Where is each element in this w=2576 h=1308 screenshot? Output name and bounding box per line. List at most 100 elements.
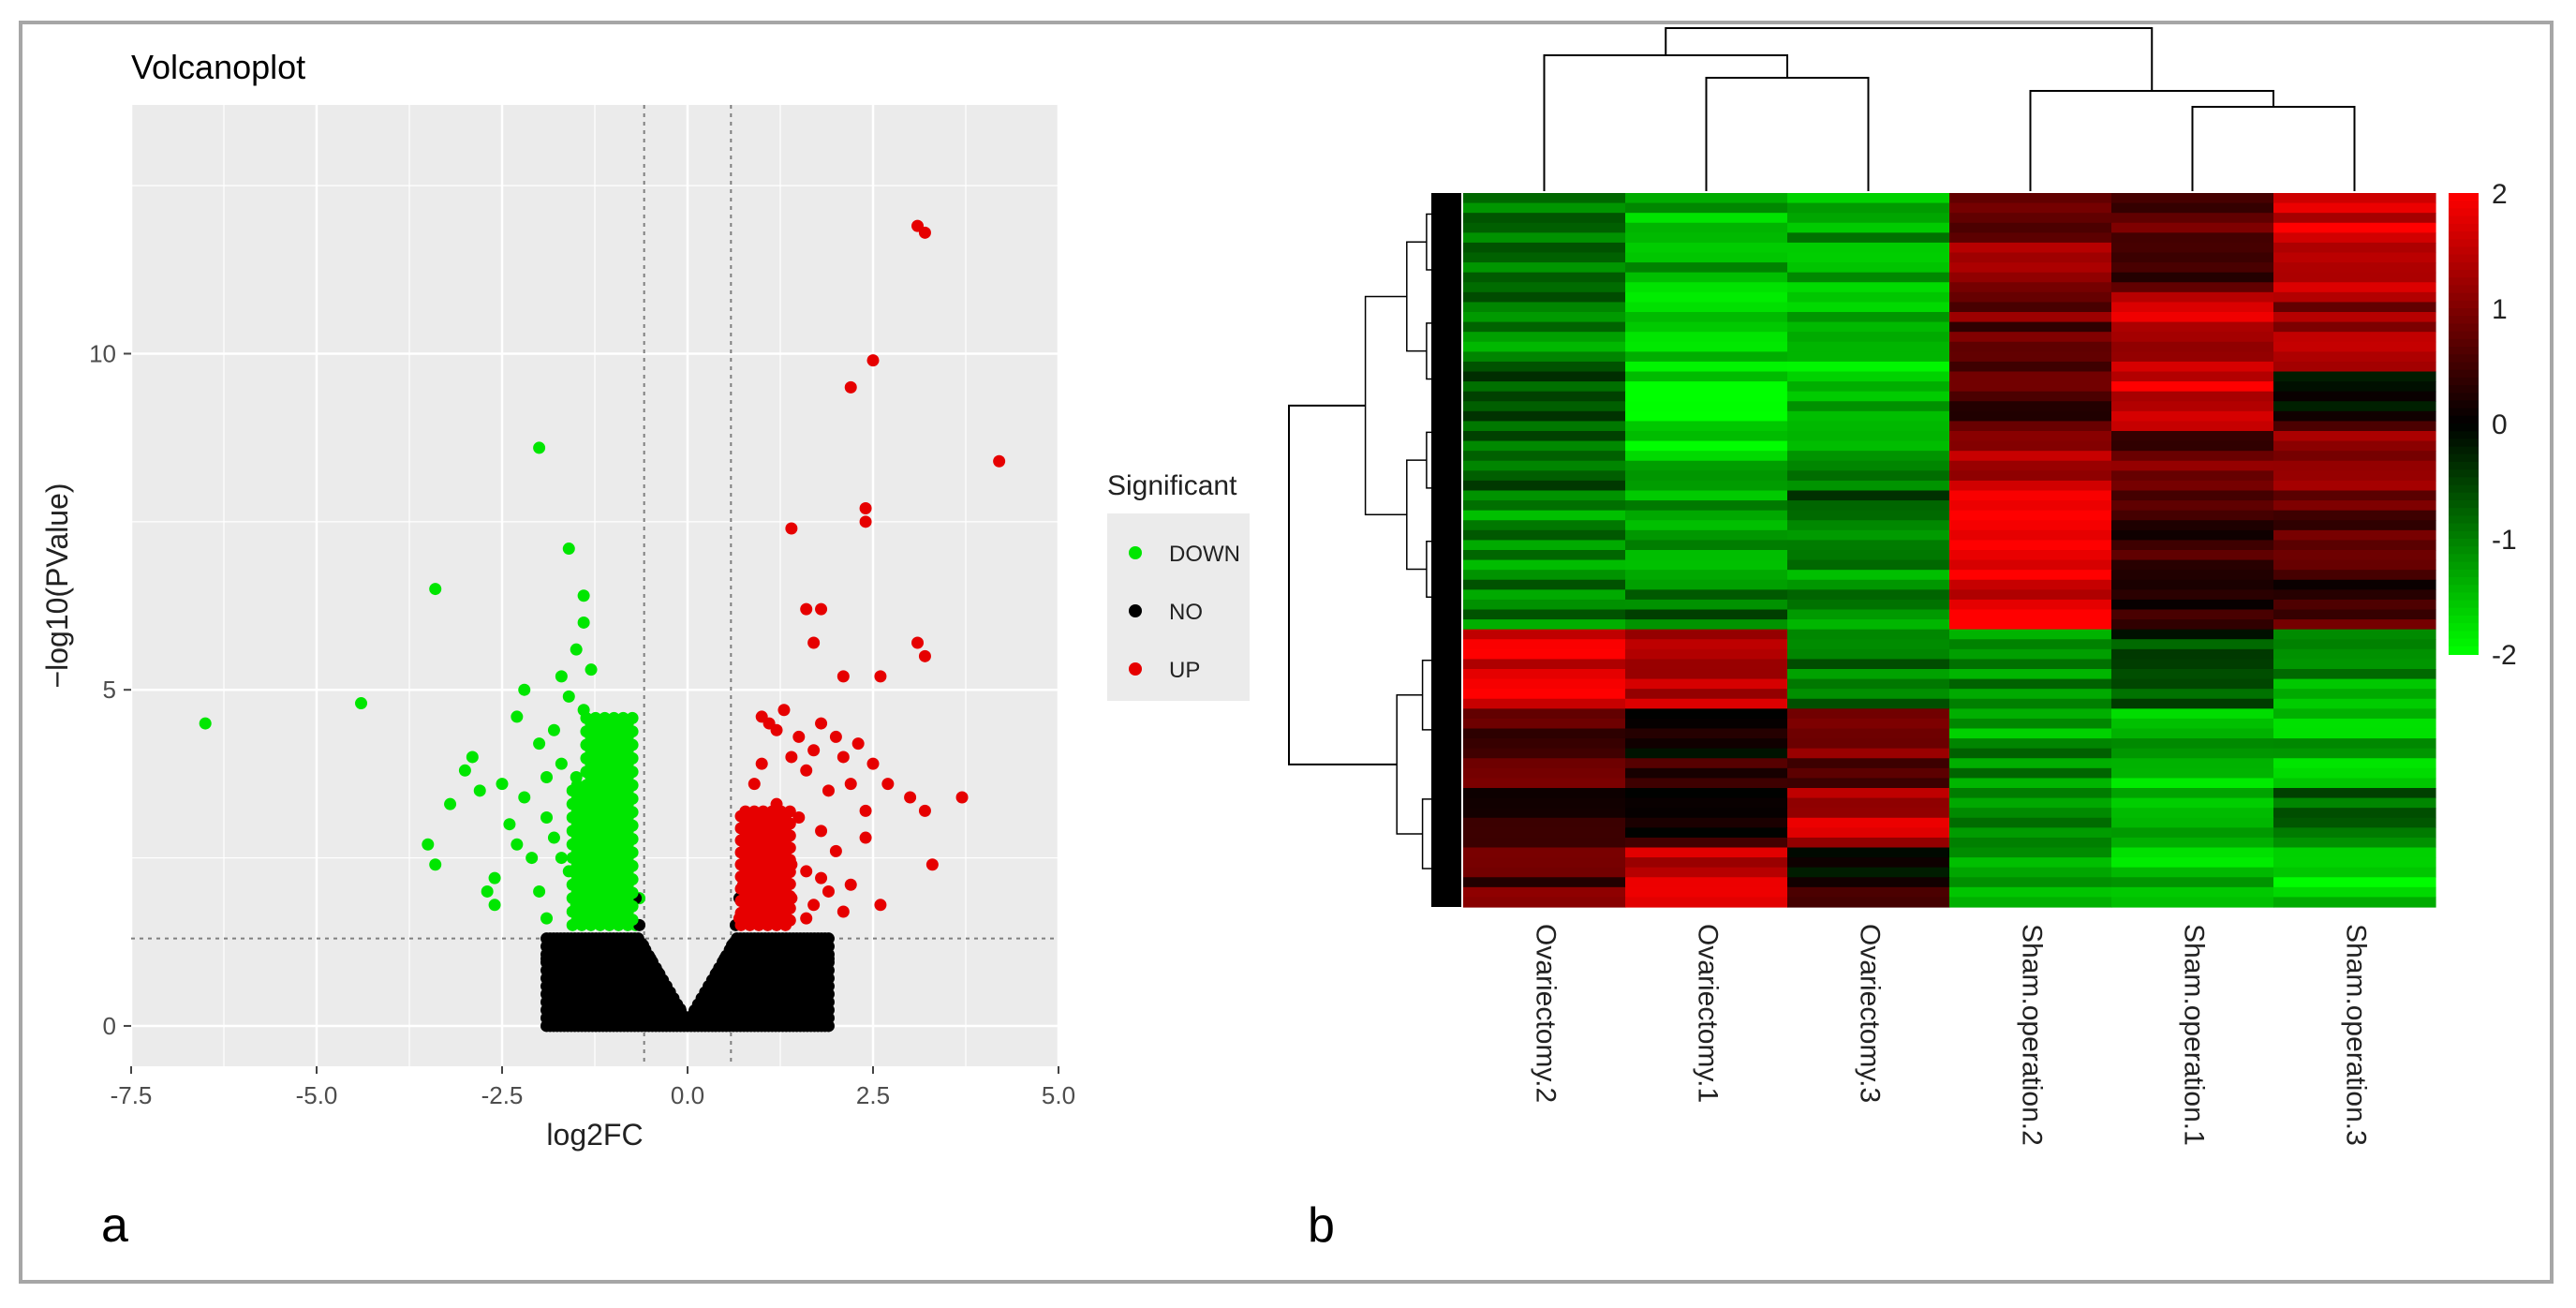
heatmap-cell bbox=[1625, 550, 1788, 561]
heatmap-cell bbox=[1625, 460, 1788, 471]
colorbar-segment bbox=[2449, 530, 2479, 540]
colorbar-segment bbox=[2449, 369, 2479, 379]
heatmap-cell bbox=[1787, 470, 1950, 482]
point-up bbox=[993, 454, 1006, 468]
heatmap-cell bbox=[1949, 827, 2112, 839]
heatmap-cell bbox=[2111, 718, 2274, 730]
heatmap-cell bbox=[2273, 648, 2436, 661]
heatmap-cell bbox=[2273, 460, 2436, 471]
point-no bbox=[718, 986, 732, 999]
colorbar-segment bbox=[2449, 201, 2479, 210]
heatmap-cell bbox=[1625, 232, 1788, 244]
heatmap-cell bbox=[2273, 589, 2436, 601]
heatmap-cell bbox=[1463, 718, 1626, 730]
heatmap-cell bbox=[2273, 797, 2436, 809]
point-up bbox=[918, 226, 931, 239]
heatmap-cell bbox=[1949, 748, 2112, 759]
point-no bbox=[577, 959, 590, 972]
heatmap-cell bbox=[1787, 332, 1950, 343]
heatmap-cell bbox=[1625, 877, 1788, 888]
point-up bbox=[844, 878, 857, 891]
colorbar-tick-label: 2 bbox=[2492, 179, 2508, 210]
colorbar-segment bbox=[2449, 592, 2479, 602]
legend-key-down bbox=[1129, 546, 1142, 559]
heatmap-cell bbox=[1463, 540, 1626, 551]
heatmap-cell bbox=[1949, 500, 2112, 512]
point-no bbox=[800, 945, 813, 959]
heatmap-cell bbox=[1949, 570, 2112, 581]
heatmap-cell bbox=[1949, 837, 2112, 849]
heatmap-cell bbox=[1949, 510, 2112, 521]
heatmap-cell bbox=[1787, 193, 1950, 204]
heatmap-cell bbox=[1787, 698, 1950, 709]
heatmap-cell bbox=[2111, 708, 2274, 720]
point-down bbox=[429, 858, 442, 871]
heatmap-cell bbox=[1949, 381, 2112, 393]
point-down bbox=[626, 711, 639, 724]
point-up bbox=[792, 811, 806, 825]
heatmap-cell bbox=[2273, 877, 2436, 888]
colorbar-segment bbox=[2449, 554, 2479, 563]
heatmap-cell bbox=[2111, 579, 2274, 590]
heatmap-cell bbox=[1463, 738, 1626, 750]
heatmap-cell bbox=[2111, 589, 2274, 601]
point-up bbox=[783, 854, 796, 867]
heatmap-cell bbox=[1463, 678, 1626, 690]
heatmap-cell bbox=[1463, 639, 1626, 650]
point-up bbox=[783, 914, 796, 927]
heatmap-cell bbox=[1949, 410, 2112, 423]
point-no bbox=[626, 992, 639, 1005]
point-up bbox=[800, 764, 813, 777]
heatmap-cell bbox=[2111, 193, 2274, 204]
heatmap-cell bbox=[2273, 500, 2436, 512]
heatmap-cell bbox=[1625, 579, 1788, 590]
point-up bbox=[874, 899, 887, 912]
heatmap-cell bbox=[1949, 312, 2112, 323]
heatmap-cell bbox=[1625, 867, 1788, 878]
point-no bbox=[755, 966, 768, 979]
point-down bbox=[458, 764, 471, 777]
point-up bbox=[822, 884, 835, 898]
heatmap-cell bbox=[1463, 857, 1626, 869]
heatmap-cell bbox=[2273, 193, 2436, 204]
point-up bbox=[829, 844, 842, 857]
heatmap-cell bbox=[1787, 312, 1950, 323]
heatmap-cell bbox=[1463, 361, 1626, 373]
colorbar-segment bbox=[2449, 316, 2479, 325]
heatmap-cell bbox=[1949, 361, 2112, 373]
heatmap-cell bbox=[1949, 262, 2112, 274]
heatmap-cell bbox=[1625, 847, 1788, 858]
heatmap-cell bbox=[1949, 867, 2112, 878]
colorbar-segment bbox=[2449, 400, 2479, 409]
colorbar-segment bbox=[2449, 300, 2479, 309]
heatmap-cell bbox=[1463, 232, 1626, 244]
point-no bbox=[629, 966, 643, 979]
heatmap-cell bbox=[1949, 332, 2112, 343]
heatmap-cell bbox=[2273, 302, 2436, 313]
heatmap-cell bbox=[1787, 371, 1950, 382]
colorbar-segment bbox=[2449, 585, 2479, 594]
point-down bbox=[481, 884, 494, 898]
heatmap-cell bbox=[2111, 867, 2274, 878]
heatmap-cell bbox=[2111, 847, 2274, 858]
heatmap-cell bbox=[1625, 361, 1788, 373]
heatmap-cell bbox=[1463, 272, 1626, 283]
heatmap-cell bbox=[1463, 669, 1626, 680]
legend-label-up: UP bbox=[1169, 658, 1200, 683]
heatmap-cell bbox=[1787, 213, 1950, 224]
point-no bbox=[622, 979, 635, 992]
heatmap-cell bbox=[2273, 272, 2436, 283]
point-down bbox=[547, 723, 560, 736]
heatmap-cell bbox=[1787, 847, 1950, 858]
heatmap-cell bbox=[1463, 877, 1626, 888]
heatmap-cell bbox=[1787, 857, 1950, 869]
heatmap-cell bbox=[1949, 460, 2112, 471]
heatmap-cell bbox=[2111, 619, 2274, 631]
point-up bbox=[836, 751, 850, 764]
heatmap-cell bbox=[1463, 291, 1626, 304]
heatmap-cell bbox=[1949, 490, 2112, 501]
legend-key-no bbox=[1129, 604, 1142, 617]
heatmap-cell bbox=[1949, 242, 2112, 254]
heatmap-cell bbox=[1787, 579, 1950, 590]
heatmap-cell bbox=[2273, 431, 2436, 442]
